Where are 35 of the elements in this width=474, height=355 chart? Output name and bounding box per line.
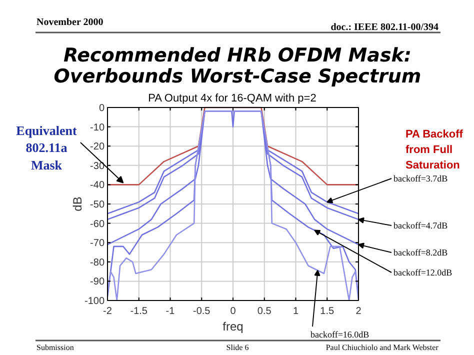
chart-title: Recommended HRb OFDM Mask: Overbounds Worst-Case Spectrum [54, 44, 422, 88]
y-tick-label: -70 [90, 238, 105, 250]
text: Slide 6 [226, 343, 249, 352]
text: Paul Chiuchiolo and Mark Webster [326, 343, 439, 352]
x-tick-label: 2 [356, 306, 362, 317]
y-tick-label: -60 [90, 218, 105, 230]
text: backoff=16.0dB [310, 330, 370, 340]
text: backoff=12.0dB [394, 268, 452, 278]
annotation: Equivalent 802.11a Mask [16, 122, 78, 172]
text: PA Backoff from Full Saturation [406, 128, 464, 172]
x-tick-label: -2 [103, 306, 112, 317]
y-tick-label: -20 [90, 142, 105, 153]
y-tick-label: -50 [90, 200, 105, 210]
y-tick-label: -10 [90, 122, 105, 134]
x-tick-label: -0.5 [193, 306, 211, 317]
text: backoff=3.7dB [394, 174, 448, 184]
x-tick-label: -1 [166, 306, 176, 317]
x-tick-label: 0.5 [257, 306, 272, 317]
text: Submission [36, 343, 74, 352]
y-tick-label: -100 [84, 296, 105, 307]
x-axis-title: freq [222, 320, 244, 334]
x-tick-label: -1.5 [130, 306, 148, 317]
y-axis-title: dB [70, 196, 84, 212]
x-tick-label: 1 [292, 306, 299, 317]
y-tick-label: -80 [90, 257, 105, 268]
y-tick-label: -90 [90, 276, 105, 288]
chart-subtitle: PA Output 4x for 16-QAM with p=2 [148, 92, 316, 104]
y-tick-label: -40 [90, 180, 105, 192]
x-tick-label: 0 [230, 306, 236, 317]
text: backoff=4.7dB [394, 220, 448, 230]
text: doc.: IEEE 802.11-00/394 [330, 22, 439, 33]
y-tick-label: 0 [98, 103, 105, 114]
x-tick-label: 1.5 [320, 306, 335, 317]
text: November 2000 [36, 17, 104, 28]
text: backoff=8.2dB [394, 248, 448, 258]
